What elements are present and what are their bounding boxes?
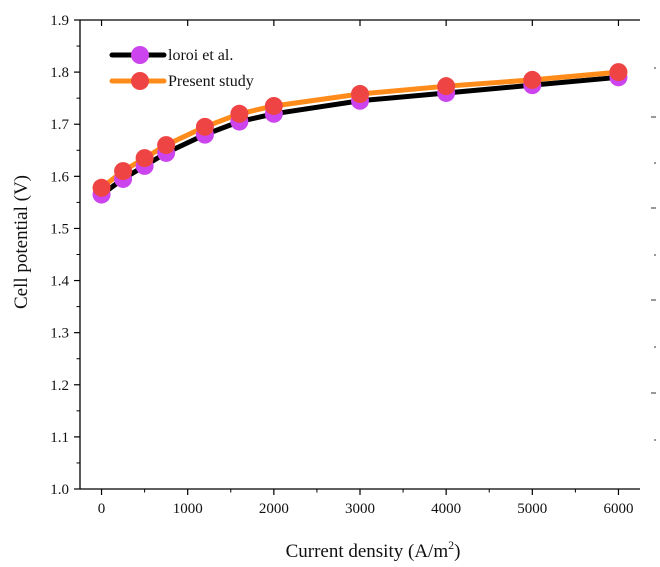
legend-marker-0 bbox=[131, 46, 149, 64]
series-1-point bbox=[157, 136, 176, 155]
y-axis: 1.0 1.1 1.2 1.3 1.4 1.5 1.6 1.7 1.8 1.9 bbox=[50, 13, 80, 498]
legend: loroi et al. Present study bbox=[109, 46, 254, 90]
x-tick-label: 1000 bbox=[173, 501, 203, 517]
y-axis-title: Cell potential (V) bbox=[11, 175, 32, 309]
x-axis-title-end: ) bbox=[454, 541, 460, 562]
series-1-point bbox=[195, 117, 214, 136]
y-tick-label: 1.3 bbox=[50, 326, 69, 342]
y-tick-label: 1.8 bbox=[50, 65, 69, 81]
y-tick-label: 1.9 bbox=[50, 13, 69, 29]
series-1-point bbox=[92, 178, 111, 197]
series-1-point bbox=[230, 104, 249, 123]
y-tick-label: 1.1 bbox=[50, 430, 69, 446]
series-1-point bbox=[523, 70, 542, 89]
right-axis-ticks bbox=[651, 67, 656, 441]
y-tick-label: 1.6 bbox=[50, 169, 69, 185]
x-tick-label: 2000 bbox=[259, 501, 289, 517]
y-tick-label: 1.7 bbox=[50, 117, 69, 133]
y-tick-label: 1.4 bbox=[50, 274, 69, 290]
legend-label-1: Present study bbox=[168, 73, 254, 90]
series-layer bbox=[92, 63, 628, 204]
x-tick-label: 5000 bbox=[517, 501, 547, 517]
x-axis-title: Current density (A/m2) bbox=[286, 538, 461, 562]
x-tick-label: 4000 bbox=[431, 501, 461, 517]
y-tick-label: 1.0 bbox=[50, 482, 69, 498]
y-tick-label: 1.2 bbox=[50, 378, 69, 394]
series-1-point bbox=[609, 63, 628, 82]
x-axis: 0 1000 2000 3000 4000 5000 6000 bbox=[98, 20, 633, 517]
series-1-point bbox=[114, 162, 133, 181]
series-1-point bbox=[351, 84, 369, 103]
x-tick-label: 0 bbox=[98, 501, 106, 517]
x-axis-title-superscript: 2 bbox=[448, 538, 454, 552]
series-1-point bbox=[437, 77, 456, 96]
x-axis-title-text: Current density (A/m bbox=[286, 541, 449, 562]
series-1-point bbox=[264, 96, 283, 115]
x-tick-label: 6000 bbox=[603, 501, 633, 517]
legend-label-0: loroi et al. bbox=[168, 47, 233, 64]
series-1-point bbox=[135, 149, 154, 168]
y-tick-label: 1.5 bbox=[50, 221, 69, 237]
legend-marker-1 bbox=[131, 72, 149, 90]
x-tick-label: 3000 bbox=[345, 501, 375, 517]
